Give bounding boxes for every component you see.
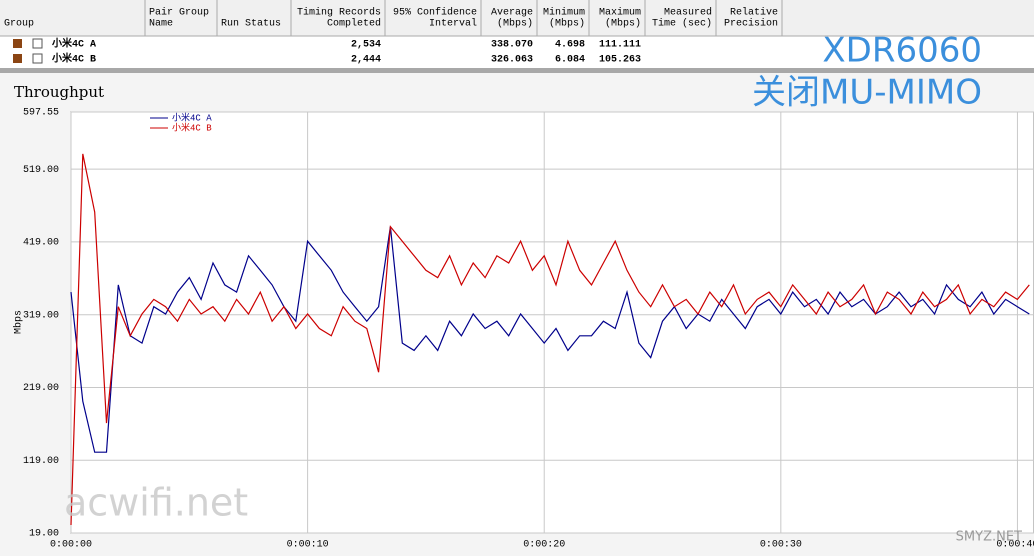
splitter bbox=[0, 68, 1034, 73]
expand-box bbox=[32, 53, 43, 64]
column-header: Interval bbox=[429, 18, 477, 30]
column-header: Minimum bbox=[543, 7, 585, 19]
column-header: Timing Records bbox=[297, 7, 381, 19]
cell: 2,444 bbox=[351, 55, 381, 66]
y-tick-label: 119.00 bbox=[23, 456, 59, 467]
column-header: (Mbps) bbox=[549, 18, 585, 30]
legend-label: 小米4C A bbox=[172, 111, 212, 123]
y-tick-label: 219.00 bbox=[23, 383, 59, 394]
x-tick-label: 0:00:10 bbox=[287, 540, 329, 551]
series-line bbox=[70, 153, 1030, 526]
y-tick-label: 419.00 bbox=[23, 238, 59, 249]
expand-box bbox=[32, 38, 43, 49]
chart-title: Throughput bbox=[14, 83, 104, 101]
watermark: SMYZ.NET bbox=[956, 530, 1022, 545]
cell: 小米4C B bbox=[51, 52, 96, 66]
plot-area bbox=[70, 111, 1034, 534]
y-tick-label: 19.00 bbox=[29, 529, 59, 540]
column-header: Precision bbox=[724, 18, 778, 30]
x-tick-label: 0:00:40 bbox=[996, 540, 1034, 551]
legend-label: 小米4C B bbox=[172, 121, 212, 133]
watermark: 关闭MU-MIMO bbox=[752, 73, 982, 113]
cell: 2,534 bbox=[351, 40, 381, 51]
cell: 105.263 bbox=[599, 55, 641, 66]
cell: 4.698 bbox=[555, 40, 585, 51]
column-header: Name bbox=[149, 19, 173, 30]
cell: 326.063 bbox=[491, 55, 533, 66]
cell: 6.084 bbox=[555, 55, 585, 66]
column-header: Run Status bbox=[221, 19, 281, 30]
column-header: Pair Group bbox=[149, 7, 209, 19]
y-tick-label: 319.00 bbox=[23, 310, 59, 321]
x-tick-label: 0:00:00 bbox=[50, 540, 92, 551]
series-line bbox=[70, 226, 1030, 453]
column-header: Average bbox=[491, 8, 533, 19]
column-header: Group bbox=[4, 19, 34, 30]
column-header: Time (sec) bbox=[652, 18, 712, 30]
plot: 19.00 119.00 219.00 319.00 419.00 519.00 597.5… bbox=[23, 108, 1034, 551]
row-icon bbox=[13, 39, 22, 48]
y-tick-label: 519.00 bbox=[23, 165, 59, 176]
column-header: 95% Confidence bbox=[393, 7, 477, 19]
x-tick-label: 0:00:30 bbox=[760, 540, 802, 551]
column-header: (Mbps) bbox=[497, 18, 533, 30]
cell: 338.070 bbox=[491, 40, 533, 51]
cell: 111.111 bbox=[599, 40, 641, 51]
column-header: Relative bbox=[730, 7, 778, 19]
cell: 小米4C A bbox=[51, 37, 96, 51]
watermark: acwifi.net bbox=[64, 481, 248, 525]
column-header: Maximum bbox=[599, 7, 641, 19]
x-tick-label: 0:00:20 bbox=[523, 540, 565, 551]
y-tick-label: 597.55 bbox=[23, 108, 59, 119]
column-header: (Mbps) bbox=[605, 18, 641, 30]
watermark: XDR6060 bbox=[822, 31, 982, 71]
column-header: Completed bbox=[327, 18, 381, 30]
row-icon bbox=[13, 54, 22, 63]
y-axis-label: Mbps bbox=[13, 310, 25, 334]
table-header-bg bbox=[0, 0, 1034, 36]
column-header: Measured bbox=[664, 7, 712, 19]
